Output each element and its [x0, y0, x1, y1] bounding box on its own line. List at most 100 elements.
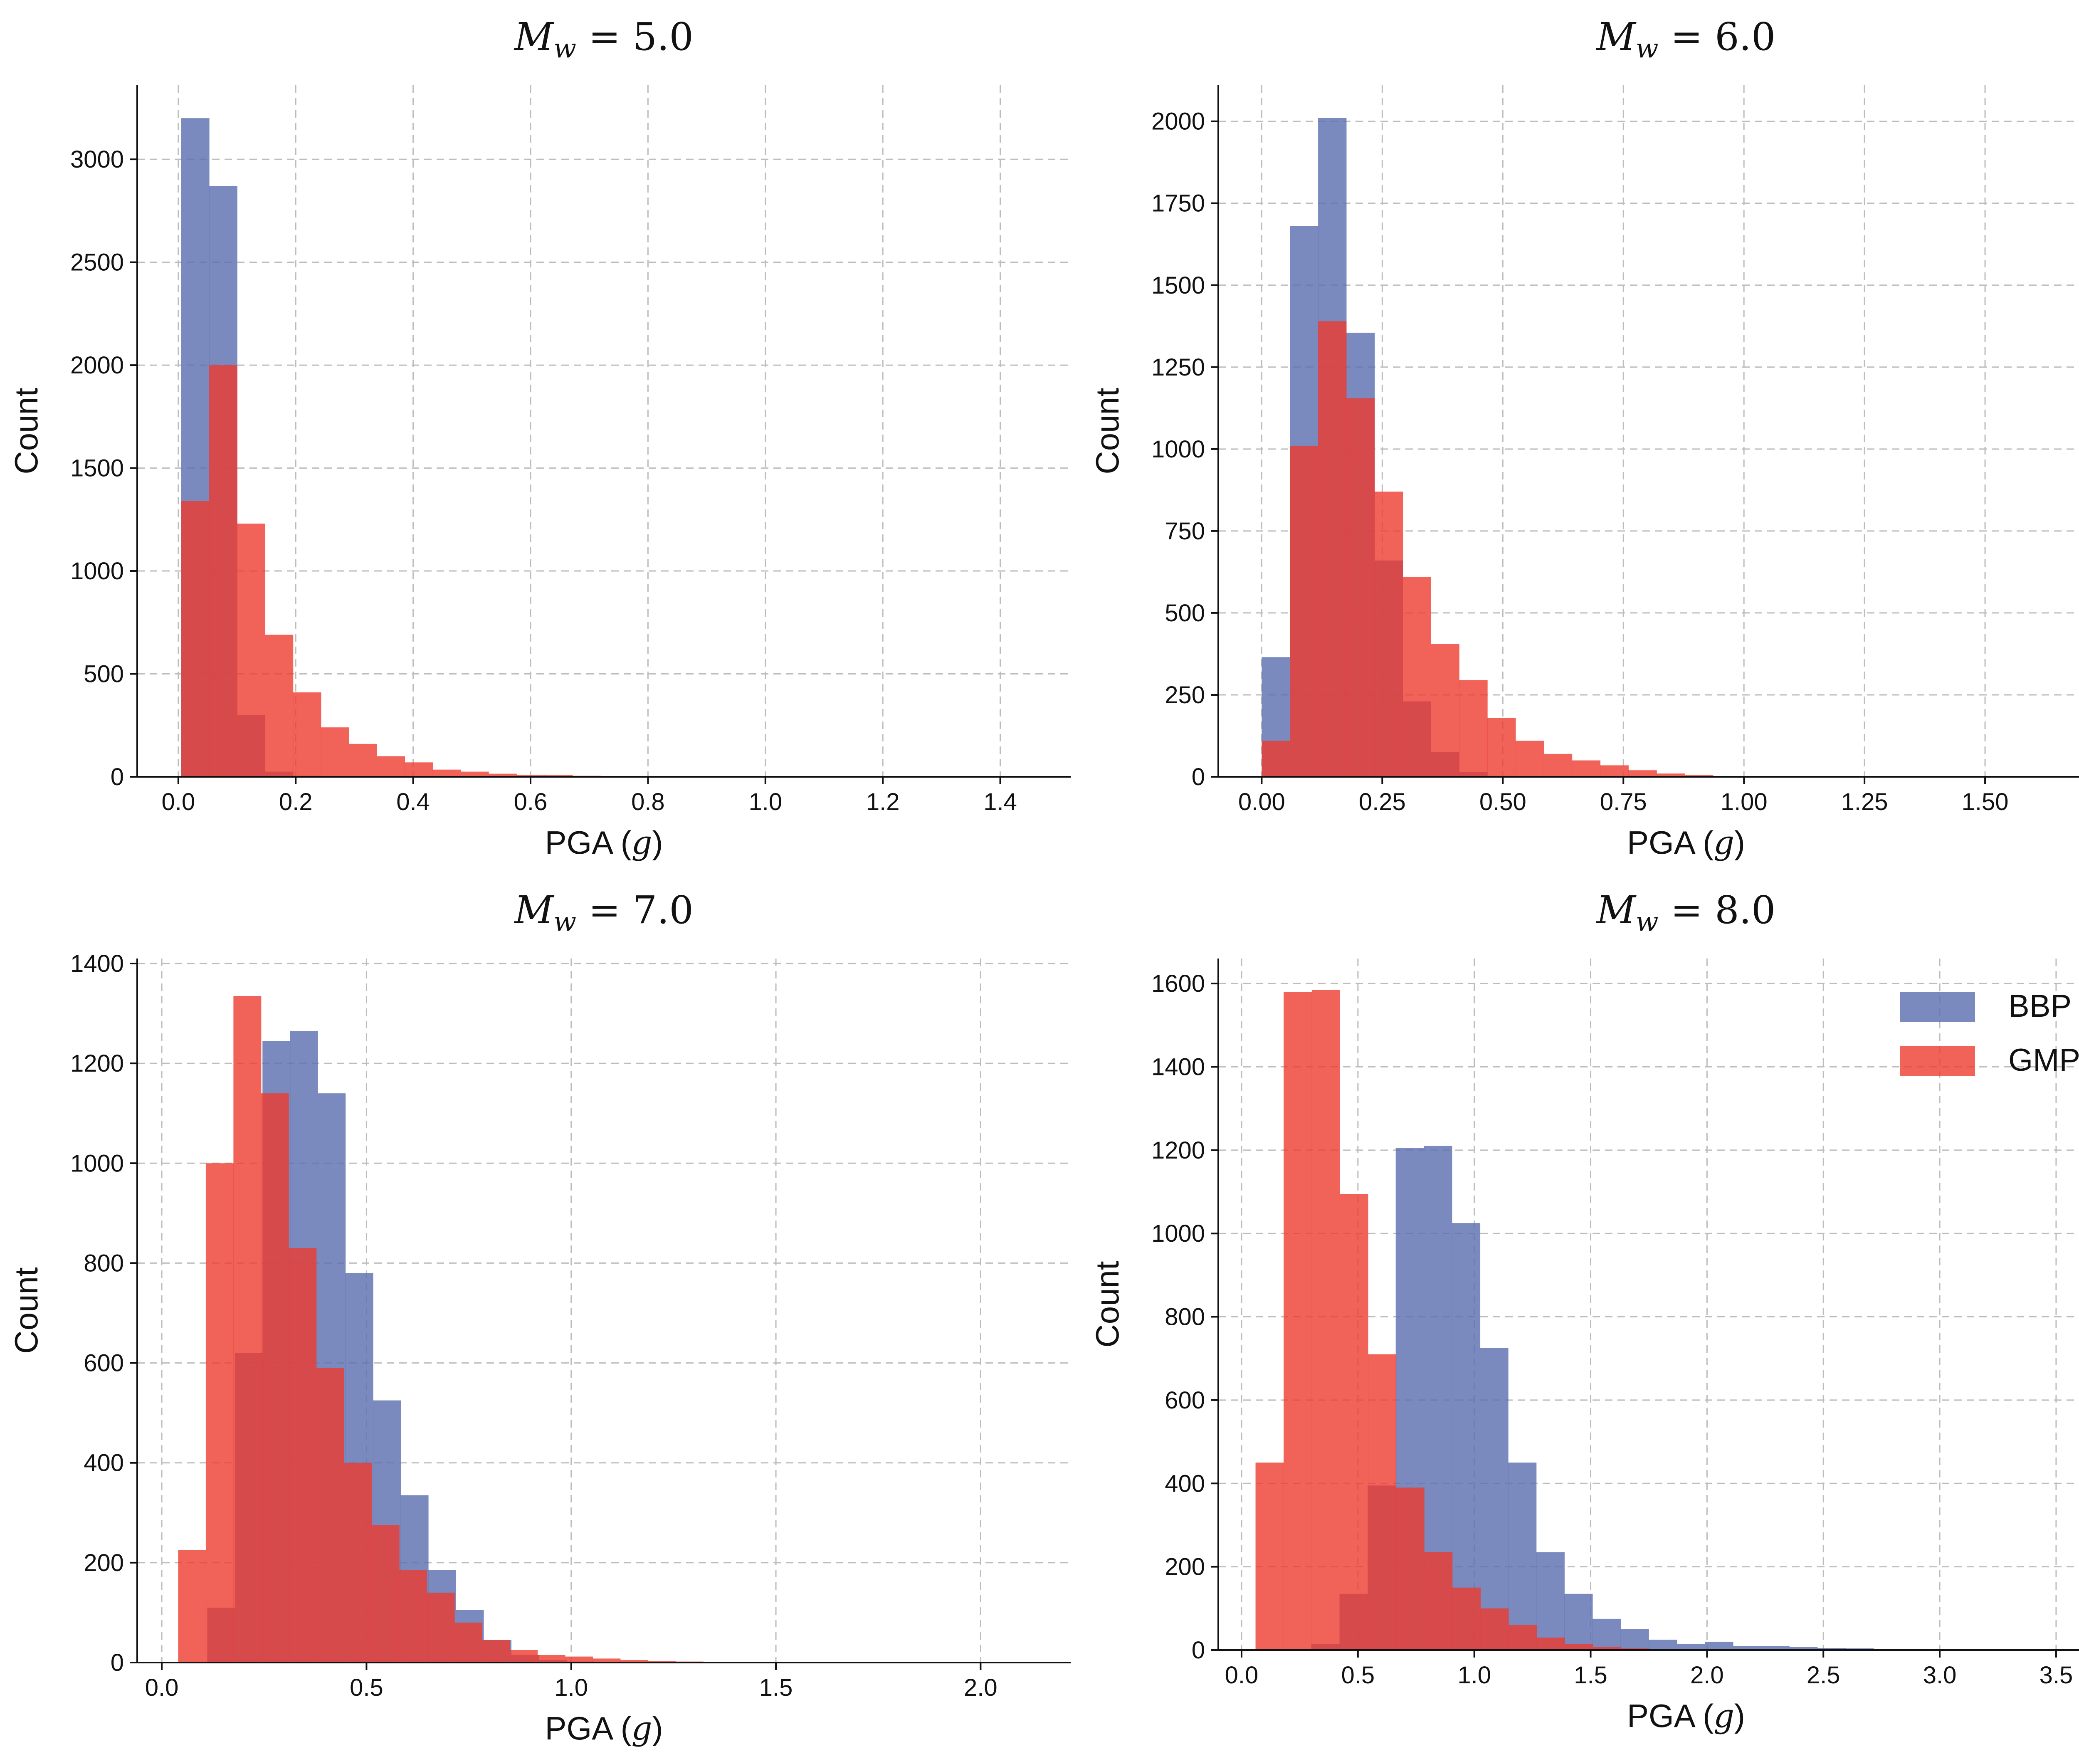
y-tick-label: 0 — [111, 1649, 124, 1676]
gmpe-bar — [349, 744, 377, 777]
y-tick-label: 1400 — [70, 950, 124, 977]
gmpe-bar — [1262, 741, 1290, 777]
x-tick-label: 2.0 — [964, 1674, 998, 1701]
gmpe-bar — [1346, 398, 1375, 777]
x-axis-label: PGA (g) — [1627, 1697, 1745, 1735]
x-tick-label: 1.0 — [748, 788, 782, 815]
bbp-bar — [1452, 1223, 1481, 1650]
gmpe-bar — [1628, 770, 1657, 777]
x-tick-label: 0.0 — [1225, 1662, 1259, 1689]
bbp-bar — [1845, 1648, 1874, 1650]
chart-title: Mw = 6.0 — [1596, 15, 1776, 64]
x-tick-label: 2.5 — [1807, 1662, 1840, 1689]
x-tick-label: 0.6 — [514, 788, 548, 815]
y-tick-label: 1000 — [1151, 1220, 1205, 1247]
y-tick-label: 3000 — [70, 146, 124, 173]
gmpe-bar — [1284, 992, 1312, 1650]
gmpe-bar — [482, 1640, 510, 1663]
bbp-bar — [1508, 1463, 1537, 1650]
gmpe-bar — [371, 1525, 400, 1663]
gmpe-bar — [181, 501, 210, 777]
y-tick-label: 400 — [84, 1450, 124, 1477]
x-axis-label-text: PGA ( — [545, 824, 632, 861]
chart-title-subscript: w — [1636, 907, 1659, 937]
chart-title-symbol: M — [514, 15, 555, 59]
bbp-bar — [1761, 1645, 1790, 1650]
gmpe-bar — [377, 756, 405, 777]
gmpe-bar — [316, 1368, 344, 1663]
chart-title: Mw = 8.0 — [1596, 888, 1776, 937]
gmpe-bar — [1311, 990, 1340, 1650]
gmpe-bar — [233, 996, 262, 1663]
y-tick-label: 0 — [111, 763, 124, 791]
x-tick-label: 0.00 — [1238, 788, 1285, 815]
x-axis-label: PGA (g) — [545, 824, 663, 862]
chart-title: Mw = 5.0 — [514, 15, 694, 64]
gmpe-bar — [1396, 1487, 1425, 1650]
bbp-legend-label: BBP — [2008, 988, 2072, 1024]
gmpe-bar — [261, 1093, 289, 1663]
x-axis-label-unit: g — [632, 1710, 652, 1747]
gmpe-bar — [1374, 492, 1403, 777]
gmpe-bar — [1536, 1637, 1565, 1650]
chart-panel-4: 0.0 0.5 1.0 1.5 2.0 2.5 3.0 3.5 0 200 400 600 800 100… — [1089, 888, 2079, 1735]
chart-title-value: = 5.0 — [576, 15, 694, 59]
x-tick-label: 0.5 — [350, 1674, 383, 1701]
x-axis-label-unit: g — [1714, 1697, 1734, 1735]
bbp-bar — [1480, 1348, 1509, 1650]
chart-title-symbol: M — [514, 888, 555, 932]
bbp-bar — [1593, 1618, 1621, 1650]
chart-title: Mw = 7.0 — [514, 888, 694, 937]
gmpe-bar — [593, 1658, 621, 1663]
x-axis-label-close: ) — [652, 824, 663, 861]
x-axis-label-close: ) — [1734, 824, 1745, 861]
gmpe-bar — [1621, 1648, 1649, 1650]
gmpe-bar — [537, 1655, 565, 1663]
gmpe-bar — [405, 762, 433, 777]
chart-panel-2: 0.000.250.500.751.001.251.501.7502505007… — [1089, 15, 2079, 862]
gmpe-bar — [516, 775, 545, 777]
legend: BBP GMPE — [1900, 988, 2079, 1078]
gmpe-bar — [1509, 1625, 1537, 1650]
x-tick-label: 0.25 — [1359, 788, 1406, 815]
gmpe-bar — [565, 1656, 593, 1663]
chart-panel-1: 0.0 0.2 0.4 0.6 0.8 1.0 1.2 1.4 0 500 1000 1500 2000… — [8, 15, 1071, 862]
gmpe-bar — [620, 1660, 648, 1663]
bbp-bar — [1789, 1647, 1818, 1650]
gmpe-bar — [1487, 718, 1516, 777]
y-axis-label: Count — [1089, 388, 1126, 474]
gmpe-bar — [1452, 1587, 1481, 1650]
x-tick-label: 1.00 — [1721, 788, 1768, 815]
x-tick-label: 1.4 — [983, 788, 1017, 815]
y-tick-label: 1000 — [1151, 436, 1205, 463]
x-tick-label: 1.50 — [1962, 788, 2009, 815]
chart-panel-3: 0.0 0.5 1.0 1.5 2.0 0 200 400 600 800 1000 1200 1400… — [8, 888, 1071, 1747]
x-tick-label: 0.0 — [162, 788, 195, 815]
y-tick-label: 1500 — [1151, 272, 1205, 299]
x-tick-label: 0.0 — [145, 1674, 179, 1701]
x-tick-label: 3.0 — [1923, 1662, 1957, 1689]
x-tick-label: 1.0 — [1457, 1662, 1491, 1689]
x-axis-label-text: PGA ( — [1627, 1697, 1714, 1734]
gmpe-bar — [1516, 741, 1544, 777]
bbp-legend-swatch — [1900, 992, 1975, 1022]
gmpe-bar — [489, 773, 517, 777]
y-tick-label: 500 — [1165, 600, 1205, 627]
gmpe-bar — [1600, 765, 1629, 777]
bbp-bar — [1733, 1645, 1762, 1650]
y-axis-label: Count — [8, 1267, 44, 1354]
x-tick-label: 0.50 — [1479, 788, 1526, 815]
gmpe-bar — [1255, 1463, 1284, 1650]
x-tick-label: 2.0 — [1690, 1662, 1724, 1689]
x-tick-label: 1.25 — [1841, 788, 1888, 815]
gmpe-series — [181, 365, 685, 777]
gmpe-bar — [205, 1163, 234, 1663]
y-tick-label: 1200 — [70, 1050, 124, 1077]
gmpe-bar — [289, 1248, 317, 1663]
x-axis-label-unit: g — [1714, 824, 1734, 862]
bbp-bar — [1649, 1639, 1677, 1650]
gmpe-series — [1255, 990, 1706, 1650]
bbp-bar — [1677, 1643, 1705, 1650]
bbp-bar — [1817, 1648, 1846, 1650]
